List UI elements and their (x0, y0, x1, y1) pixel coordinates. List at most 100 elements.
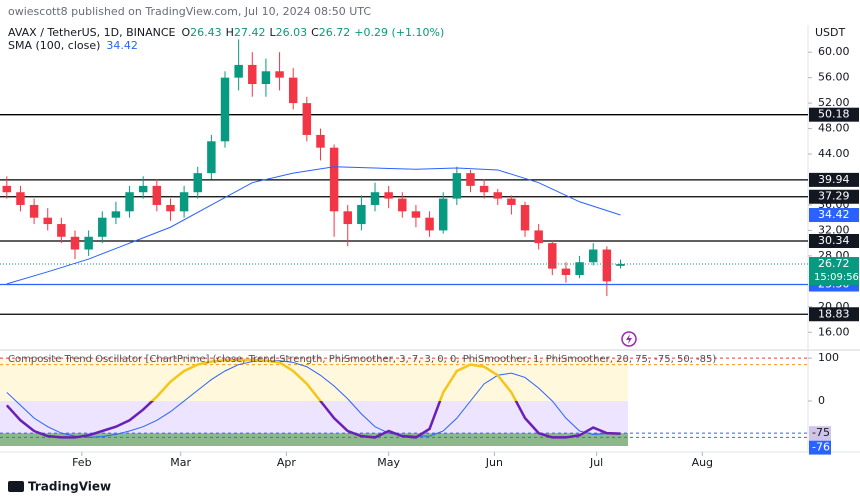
x-tick-label: Aug (692, 456, 713, 469)
y-tick-label: 32.00 (818, 223, 850, 236)
level-label: 30.34 (818, 234, 850, 247)
candle-body (248, 64, 257, 85)
sma-label-bg (809, 208, 859, 223)
level-label: 50.18 (818, 108, 850, 121)
footer-brand[interactable]: TradingView (28, 480, 111, 494)
candle-body (220, 77, 230, 142)
ohlc-prefix: L (269, 26, 276, 39)
level-label: 37.29 (818, 190, 850, 203)
candle-body (575, 262, 584, 275)
signal-line (6, 360, 621, 438)
candle-body (302, 103, 312, 135)
candle-body (261, 71, 271, 85)
candle-body (534, 230, 543, 244)
candle-body (425, 217, 434, 231)
candle-body (588, 249, 598, 263)
candle-body (520, 204, 530, 231)
osc-last-label: -76 (812, 441, 830, 454)
change: +0.29 (+1.10%) (354, 26, 444, 39)
candle-body (234, 64, 243, 78)
x-tick-label: Jul (589, 456, 603, 469)
ohlc-prefix: C (311, 26, 319, 39)
symbol-name: AVAX / TetherUS, 1D, BINANCE (8, 26, 176, 39)
candle-body (329, 147, 339, 212)
osc-last-bg (809, 426, 831, 441)
candle-body (452, 173, 462, 199)
candle-body (288, 77, 298, 104)
candle-body (561, 268, 571, 275)
candle-body (125, 192, 134, 212)
lightning-icon[interactable] (621, 331, 637, 347)
ohlc-prefix: H (226, 26, 234, 39)
symbol-legend: AVAX / TetherUS, 1D, BINANCE O26.43 H27.42… (8, 26, 444, 39)
candle-body (43, 217, 52, 225)
candle-body (493, 192, 502, 199)
candle-body (507, 198, 516, 205)
sma-legend: SMA (100, close) 34.42 (8, 39, 138, 52)
candle-body (152, 185, 162, 205)
y-tick-label: 52.00 (818, 96, 850, 109)
y-tick-label: 60.00 (818, 45, 850, 58)
candle-body (411, 211, 421, 218)
level-label: 18.83 (818, 307, 850, 320)
candle-body (138, 185, 148, 193)
y-tick-label: 44.00 (818, 147, 850, 160)
candle-body (111, 211, 121, 218)
candle-body (98, 217, 107, 237)
candle-body (193, 173, 202, 193)
ohlc-value: 26.43 (190, 26, 222, 39)
candle-body (602, 249, 612, 282)
y-tick-label: 16.00 (818, 325, 850, 338)
candle-body (57, 224, 66, 237)
candle-body (29, 204, 39, 218)
x-tick-label: Apr (277, 456, 297, 469)
candle-body (384, 192, 393, 199)
ohlc-value: 27.42 (234, 26, 266, 39)
sma-name: SMA (100, close) (8, 39, 100, 52)
osc-last-label: -75 (812, 426, 830, 439)
candle-body (275, 71, 284, 78)
osc-band-bottom (0, 433, 628, 446)
x-tick-label: Mar (170, 456, 191, 469)
candle-body (16, 192, 25, 205)
candle-body (357, 204, 366, 225)
x-tick-label: Feb (72, 456, 91, 469)
last-price-bg (809, 257, 859, 286)
candle-body (466, 173, 475, 186)
candle-body (479, 185, 489, 193)
level-label-bg (809, 233, 859, 248)
sma-axis-label: 34.42 (818, 208, 850, 221)
last-price-label: 26.72 (818, 257, 850, 270)
candle-body (316, 134, 325, 148)
logo[interactable] (8, 481, 24, 492)
candle-body (70, 236, 80, 250)
byline: owiescott8 published on TradingView.com,… (8, 5, 371, 18)
candle-body (370, 192, 380, 205)
candle-body (166, 204, 175, 212)
x-tick-label: Jun (485, 456, 503, 469)
level-label: 39.94 (818, 173, 850, 186)
candle-body (2, 185, 12, 193)
candle-body (84, 236, 93, 250)
ohlc-prefix: O (182, 26, 191, 39)
level-label-bg (809, 189, 859, 204)
sma-value: 34.42 (106, 39, 138, 52)
candle-body (179, 192, 189, 212)
osc-last-bg (809, 440, 831, 455)
candle-body (438, 198, 448, 231)
level-label-bg (809, 307, 859, 322)
ohlc-value: 26.03 (276, 26, 308, 39)
osc-title: Composite Trend Oscillator [ChartPrime] … (8, 354, 716, 365)
level-label-bg (809, 172, 859, 187)
candle-body (398, 198, 407, 212)
y-tick-label: 56.00 (818, 71, 850, 84)
countdown: 15:09:56 (814, 272, 859, 283)
x-tick-label: May (377, 456, 400, 469)
y-tick-label: 48.00 (818, 122, 850, 135)
candle-body (207, 141, 216, 174)
candle-body (548, 243, 557, 269)
currency: USDT (815, 26, 846, 39)
osc-y-tick-label: 100 (818, 351, 839, 364)
trend-line (5, 358, 621, 439)
